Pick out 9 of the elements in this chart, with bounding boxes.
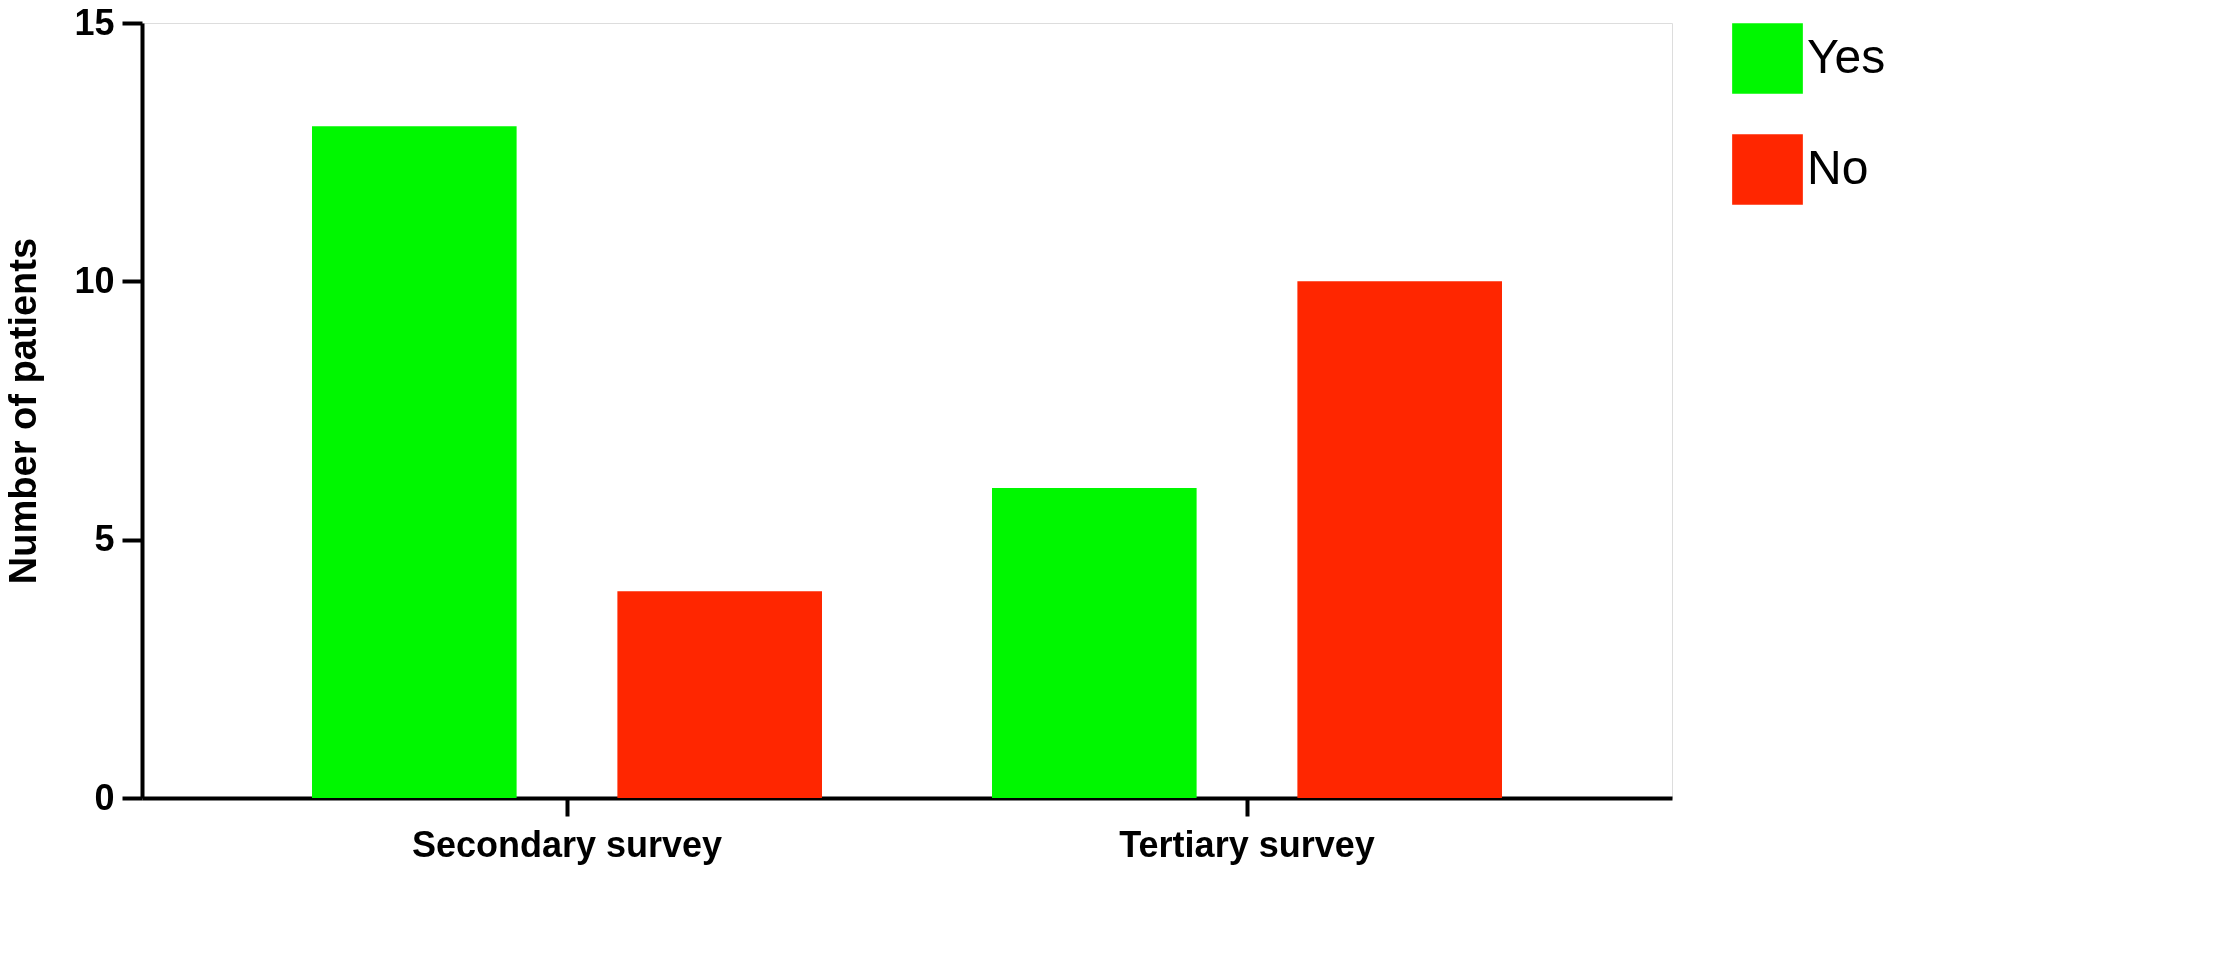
y-tick-label: 5 [94,518,115,560]
x-tick-label: Secondary survey [411,823,723,865]
y-tick-label: 15 [74,1,115,43]
legend-label: No [1807,140,1869,194]
x-tick-label: Tertiary survey [1119,823,1375,865]
y-tick-label: 0 [94,776,115,818]
legend-label: Yes [1807,29,1886,83]
y-axis-title: Number of patients [2,237,45,585]
y-tick-label: 10 [74,259,115,301]
